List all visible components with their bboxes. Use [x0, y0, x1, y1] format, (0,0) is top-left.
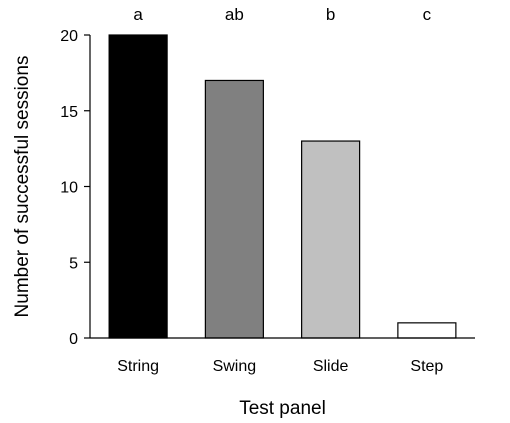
y-axis-title: Number of successful sessions [12, 56, 33, 318]
y-tick-label-1: 5 [69, 255, 78, 272]
y-tick-label-4: 20 [60, 28, 78, 45]
x-tick-label-step: Step [410, 358, 443, 375]
significance-label-step: c [423, 5, 432, 24]
x-axis-title: Test panel [239, 398, 326, 419]
x-tick-label-swing: Swing [213, 358, 257, 375]
bar-slide [301, 140, 361, 339]
y-tick-label-2: 10 [60, 180, 78, 197]
x-tick-label-string: String [117, 358, 159, 375]
y-axis-ticks: 0 5 10 15 20 [60, 28, 90, 348]
significance-labels: a ab b c [133, 5, 431, 24]
bar-swing [204, 79, 264, 339]
x-tick-label-slide: Slide [313, 358, 349, 375]
x-axis-ticks: String Swing Slide Step [117, 358, 443, 375]
bars [108, 34, 457, 339]
y-tick-label-3: 15 [60, 104, 78, 121]
bar-string [108, 34, 168, 339]
significance-label-slide: b [326, 5, 335, 24]
significance-label-swing: ab [225, 5, 244, 24]
y-tick-label-0: 0 [69, 331, 78, 348]
significance-label-string: a [133, 5, 143, 24]
bar-step [397, 322, 457, 339]
